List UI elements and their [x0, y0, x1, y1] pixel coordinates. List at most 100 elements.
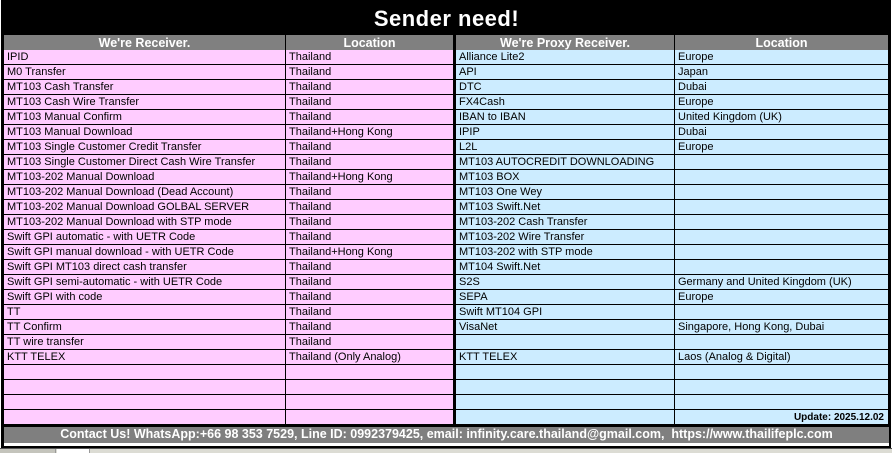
proxy-location-cell[interactable] — [675, 365, 889, 380]
receiver-cell[interactable]: KTT TELEX — [4, 350, 286, 365]
proxy-cell[interactable]: MT103-202 Wire Transfer — [454, 230, 675, 245]
receiver-location-cell[interactable]: Thailand — [286, 335, 454, 350]
sheet-tab-inactive[interactable] — [0, 449, 56, 453]
proxy-location-cell[interactable] — [675, 245, 889, 260]
proxy-location-cell[interactable] — [675, 200, 889, 215]
receiver-cell[interactable] — [4, 395, 286, 410]
receiver-cell[interactable]: MT103 Cash Wire Transfer — [4, 95, 286, 110]
proxy-cell[interactable]: Alliance Lite2 — [454, 50, 675, 65]
receiver-location-cell[interactable]: Thailand — [286, 80, 454, 95]
receiver-location-cell[interactable]: Thailand — [286, 110, 454, 125]
proxy-cell[interactable]: L2L — [454, 140, 675, 155]
proxy-cell[interactable] — [454, 395, 675, 410]
proxy-cell[interactable]: MT103 Swift.Net — [454, 200, 675, 215]
proxy-cell[interactable]: IBAN to IBAN — [454, 110, 675, 125]
proxy-cell[interactable]: MT103-202 with STP mode — [454, 245, 675, 260]
sheet-tab[interactable] — [57, 449, 90, 453]
proxy-location-cell[interactable]: Laos (Analog & Digital) — [675, 350, 889, 365]
proxy-location-cell[interactable] — [675, 170, 889, 185]
receiver-cell[interactable]: Swift GPI with code — [4, 290, 286, 305]
proxy-location-cell[interactable]: Singapore, Hong Kong, Dubai — [675, 320, 889, 335]
receiver-location-cell[interactable] — [286, 380, 454, 395]
proxy-location-cell[interactable]: Dubai — [675, 125, 889, 140]
receiver-location-cell[interactable]: Thailand — [286, 50, 454, 65]
proxy-location-cell[interactable] — [675, 380, 889, 395]
receiver-location-cell[interactable]: Thailand — [286, 140, 454, 155]
receiver-cell[interactable]: MT103 Cash Transfer — [4, 80, 286, 95]
proxy-location-cell[interactable] — [675, 185, 889, 200]
proxy-location-cell[interactable] — [675, 395, 889, 410]
proxy-location-cell[interactable]: Europe — [675, 140, 889, 155]
proxy-cell[interactable]: Swift MT104 GPI — [454, 305, 675, 320]
receiver-location-cell[interactable]: Thailand+Hong Kong — [286, 245, 454, 260]
receiver-location-cell[interactable]: Thailand — [286, 305, 454, 320]
proxy-location-cell[interactable] — [675, 155, 889, 170]
receiver-cell[interactable]: TT Confirm — [4, 320, 286, 335]
receiver-location-cell[interactable] — [286, 410, 454, 425]
receiver-location-cell[interactable]: Thailand — [286, 200, 454, 215]
proxy-cell[interactable]: DTC — [454, 80, 675, 95]
proxy-cell[interactable] — [454, 410, 675, 425]
proxy-cell[interactable]: MT103 BOX — [454, 170, 675, 185]
receiver-cell[interactable] — [4, 380, 286, 395]
proxy-cell[interactable]: KTT TELEX — [454, 350, 675, 365]
receiver-cell[interactable]: MT103-202 Manual Download — [4, 170, 286, 185]
receiver-location-cell[interactable]: Thailand — [286, 320, 454, 335]
proxy-cell[interactable]: MT103 AUTOCREDIT DOWNLOADING — [454, 155, 675, 170]
proxy-cell[interactable]: S2S — [454, 275, 675, 290]
proxy-location-cell[interactable] — [675, 230, 889, 245]
proxy-cell[interactable]: MT104 Swift.Net — [454, 260, 675, 275]
proxy-location-cell[interactable]: Europe — [675, 290, 889, 305]
proxy-cell[interactable] — [454, 365, 675, 380]
receiver-location-cell[interactable]: Thailand — [286, 95, 454, 110]
receiver-cell[interactable]: MT103-202 Manual Download with STP mode — [4, 215, 286, 230]
receiver-cell[interactable]: MT103-202 Manual Download GOLBAL SERVER — [4, 200, 286, 215]
proxy-cell[interactable] — [454, 335, 675, 350]
receiver-cell[interactable]: TT — [4, 305, 286, 320]
receiver-cell[interactable]: Swift GPI automatic - with UETR Code — [4, 230, 286, 245]
proxy-location-cell[interactable]: Dubai — [675, 80, 889, 95]
receiver-location-cell[interactable]: Thailand — [286, 155, 454, 170]
proxy-location-cell[interactable]: Germany and United Kingdom (UK) — [675, 275, 889, 290]
receiver-cell[interactable]: Swift GPI manual download - with UETR Co… — [4, 245, 286, 260]
receiver-cell[interactable]: TT wire transfer — [4, 335, 286, 350]
proxy-cell[interactable]: IPIP — [454, 125, 675, 140]
receiver-location-cell[interactable]: Thailand — [286, 65, 454, 80]
receiver-location-cell[interactable]: Thailand — [286, 275, 454, 290]
proxy-location-cell[interactable] — [675, 260, 889, 275]
receiver-location-cell[interactable]: Thailand — [286, 185, 454, 200]
receiver-cell[interactable]: Swift GPI semi-automatic - with UETR Cod… — [4, 275, 286, 290]
proxy-location-cell[interactable] — [675, 335, 889, 350]
receiver-cell[interactable]: MT103 Single Customer Direct Cash Wire T… — [4, 155, 286, 170]
receiver-cell[interactable]: IPID — [4, 50, 286, 65]
receiver-location-cell[interactable]: Thailand+Hong Kong — [286, 170, 454, 185]
receiver-cell[interactable] — [4, 365, 286, 380]
proxy-location-cell[interactable]: Europe — [675, 95, 889, 110]
receiver-cell[interactable]: M0 Transfer — [4, 65, 286, 80]
proxy-cell[interactable]: SEPA — [454, 290, 675, 305]
receiver-location-cell[interactable]: Thailand — [286, 260, 454, 275]
proxy-cell[interactable]: MT103-202 Cash Transfer — [454, 215, 675, 230]
proxy-cell[interactable]: VisaNet — [454, 320, 675, 335]
proxy-cell[interactable]: FX4Cash — [454, 95, 675, 110]
proxy-cell[interactable]: MT103 One Wey — [454, 185, 675, 200]
receiver-location-cell[interactable] — [286, 395, 454, 410]
receiver-cell[interactable]: MT103-202 Manual Download (Dead Account) — [4, 185, 286, 200]
receiver-cell[interactable]: Swift GPI MT103 direct cash transfer — [4, 260, 286, 275]
proxy-location-cell[interactable]: Japan — [675, 65, 889, 80]
receiver-location-cell[interactable]: Thailand — [286, 230, 454, 245]
receiver-location-cell[interactable]: Thailand — [286, 290, 454, 305]
receiver-location-cell[interactable] — [286, 365, 454, 380]
proxy-location-cell[interactable] — [675, 215, 889, 230]
receiver-location-cell[interactable]: Thailand (Only Analog) — [286, 350, 454, 365]
receiver-cell[interactable] — [4, 410, 286, 425]
receiver-cell[interactable]: MT103 Manual Download — [4, 125, 286, 140]
proxy-location-cell[interactable] — [675, 305, 889, 320]
proxy-location-cell[interactable]: United Kingdom (UK) — [675, 110, 889, 125]
receiver-location-cell[interactable]: Thailand+Hong Kong — [286, 125, 454, 140]
contact-bar[interactable]: Contact Us! WhatsApp:+66 98 353 7529, Li… — [4, 425, 889, 443]
update-label[interactable]: Update: 2025.12.02 — [675, 410, 889, 425]
proxy-cell[interactable]: API — [454, 65, 675, 80]
receiver-location-cell[interactable]: Thailand — [286, 215, 454, 230]
receiver-cell[interactable]: MT103 Manual Confirm — [4, 110, 286, 125]
